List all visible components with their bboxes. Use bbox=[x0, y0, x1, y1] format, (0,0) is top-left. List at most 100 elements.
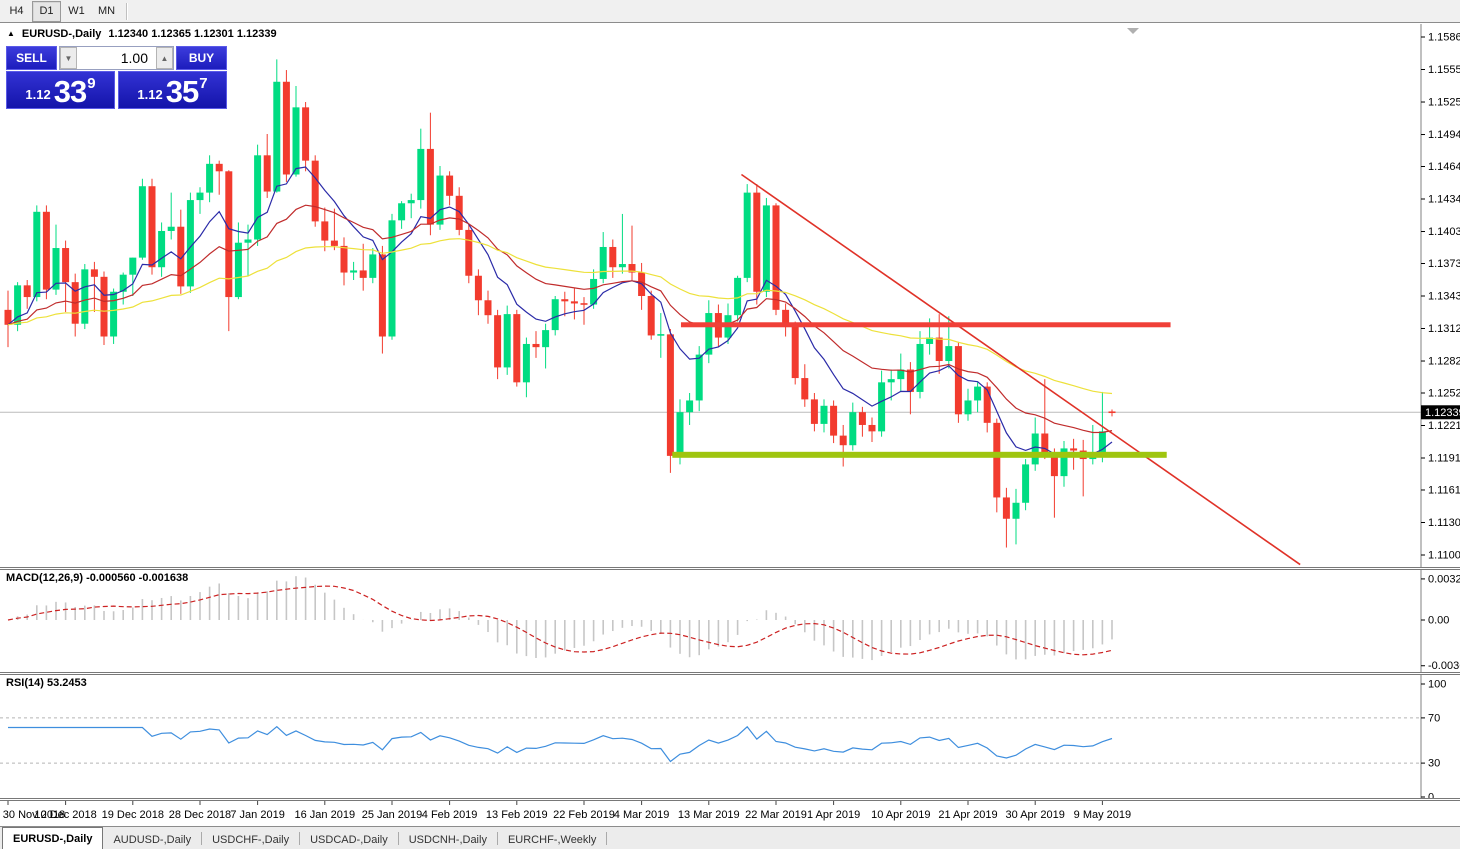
svg-text:1.14945: 1.14945 bbox=[1428, 129, 1460, 141]
macd-label: MACD(12,26,9) -0.000560 -0.001638 bbox=[6, 572, 189, 584]
svg-text:1.13735: 1.13735 bbox=[1428, 258, 1460, 270]
buy-button[interactable]: BUY bbox=[176, 46, 227, 70]
time-axis[interactable]: 30 Nov 2018 10 Dec 2018 19 Dec 2018 28 Dec … bbox=[0, 801, 1460, 826]
ma-mid-line bbox=[7, 204, 1113, 434]
tab-divider bbox=[299, 832, 301, 845]
rsi-line bbox=[8, 725, 1113, 763]
svg-text:1.12215: 1.12215 bbox=[1428, 420, 1460, 432]
chart-info-line: ▲ EURUSD-,Daily 1.12340 1.12365 1.12301 … bbox=[7, 28, 277, 40]
time-label: 4 Feb 2019 bbox=[422, 809, 478, 821]
svg-text:1.13125: 1.13125 bbox=[1428, 323, 1460, 335]
svg-text:1.15250: 1.15250 bbox=[1428, 97, 1460, 109]
collapse-panel-icon[interactable]: ▲ bbox=[7, 29, 15, 38]
resistance-line[interactable] bbox=[680, 322, 1171, 328]
tab-eurusd-daily[interactable]: EURUSD-,Daily bbox=[2, 827, 104, 849]
svg-text:1.11910: 1.11910 bbox=[1428, 453, 1460, 465]
svg-text:1.12820: 1.12820 bbox=[1428, 356, 1460, 368]
panel-divider bbox=[0, 798, 1460, 801]
macd-panel[interactable]: 0.003287 0.00 -0.003659 bbox=[0, 570, 1460, 672]
timeframe-d1-button[interactable]: D1 bbox=[32, 0, 61, 22]
price-chart[interactable]: 1.15860 1.15555 1.15250 1.14945 1.14645 1.143… bbox=[0, 24, 1460, 567]
one-click-trade-panel: SELL ▼ 1.00 ▲ BUY 1.12 33 9 1.12 35 7 bbox=[6, 46, 227, 109]
time-label: 9 May 2019 bbox=[1074, 809, 1131, 821]
symbol-tabbar: EURUSD-,Daily AUDUSD-,Daily USDCHF-,Dail… bbox=[0, 826, 1460, 849]
volume-stepper: ▼ 1.00 ▲ bbox=[59, 46, 174, 70]
buy-price-point: 7 bbox=[199, 75, 208, 92]
time-label: 13 Mar 2019 bbox=[678, 809, 740, 821]
time-label: 13 Feb 2019 bbox=[486, 809, 548, 821]
svg-text:1.11610: 1.11610 bbox=[1428, 484, 1460, 496]
time-label: 16 Jan 2019 bbox=[295, 809, 356, 821]
tab-usdcad-daily[interactable]: USDCAD-,Daily bbox=[310, 833, 388, 846]
svg-text:-0.003659: -0.003659 bbox=[1428, 660, 1460, 672]
svg-text:1.12339: 1.12339 bbox=[1425, 407, 1460, 419]
svg-text:1.13430: 1.13430 bbox=[1428, 291, 1460, 303]
time-label: 30 Apr 2019 bbox=[1006, 809, 1065, 821]
svg-text:1.14340: 1.14340 bbox=[1428, 194, 1460, 206]
rsi-label: RSI(14) 53.2453 bbox=[6, 677, 87, 689]
chart-ohlc-values: 1.12340 1.12365 1.12301 1.12339 bbox=[108, 28, 277, 40]
svg-text:0.003287: 0.003287 bbox=[1428, 573, 1460, 585]
toolbar-divider bbox=[126, 2, 128, 20]
descending-trendline[interactable] bbox=[740, 173, 1301, 566]
current-price-tag bbox=[1421, 405, 1460, 420]
time-label: 28 Dec 2018 bbox=[169, 809, 231, 821]
sell-button[interactable]: SELL bbox=[6, 46, 57, 70]
panel-divider[interactable] bbox=[0, 567, 1460, 570]
time-label: 10 Apr 2019 bbox=[871, 809, 930, 821]
chart-shift-marker-icon[interactable] bbox=[1127, 28, 1139, 34]
tab-usdchf-daily[interactable]: USDCHF-,Daily bbox=[212, 833, 290, 846]
time-label: 21 Apr 2019 bbox=[938, 809, 997, 821]
time-label: 10 Dec 2018 bbox=[34, 809, 96, 821]
tab-usdcnh-daily[interactable]: USDCNH-,Daily bbox=[408, 833, 487, 846]
macd-axis: 0.003287 0.00 -0.003659 bbox=[1420, 570, 1460, 672]
time-label: 7 Jan 2019 bbox=[230, 809, 284, 821]
ma-fast-line bbox=[7, 166, 1113, 455]
time-label: 1 Apr 2019 bbox=[807, 809, 860, 821]
time-label: 22 Mar 2019 bbox=[745, 809, 807, 821]
support-line[interactable] bbox=[672, 451, 1167, 458]
time-label: 30 Nov 2018 bbox=[3, 809, 65, 821]
panel-divider[interactable] bbox=[0, 672, 1460, 675]
arrow-down-icon: ▼ bbox=[64, 53, 73, 63]
sell-price-point: 9 bbox=[87, 75, 96, 92]
sell-price-pips: 33 bbox=[53, 73, 87, 109]
chart-title: EURUSD-,Daily bbox=[21, 28, 102, 40]
timeframe-toolbar: H4 D1 W1 MN bbox=[0, 0, 1460, 23]
volume-input[interactable]: 1.00 bbox=[120, 50, 148, 66]
svg-text:1.11000: 1.11000 bbox=[1428, 550, 1460, 562]
timeframe-w1-button[interactable]: W1 bbox=[68, 5, 85, 17]
svg-text:1.15555: 1.15555 bbox=[1428, 64, 1460, 76]
rsi-panel[interactable]: 100 70 30 0 bbox=[0, 675, 1460, 798]
buy-price-pips: 35 bbox=[165, 73, 199, 109]
svg-text:1.14035: 1.14035 bbox=[1428, 226, 1460, 238]
candles bbox=[4, 59, 1116, 548]
tab-divider bbox=[397, 832, 399, 845]
moving-averages bbox=[7, 166, 1113, 455]
ma-slow-line bbox=[7, 238, 1113, 395]
tab-divider bbox=[201, 832, 203, 845]
tab-audusd-daily[interactable]: AUDUSD-,Daily bbox=[113, 833, 192, 846]
timeframe-mn-button[interactable]: MN bbox=[97, 5, 116, 17]
sell-price-button[interactable]: 1.12 33 9 bbox=[6, 71, 115, 109]
svg-text:30: 30 bbox=[1428, 758, 1440, 770]
macd-signal-line bbox=[7, 585, 1113, 656]
time-label: 4 Mar 2019 bbox=[614, 809, 670, 821]
volume-down-button[interactable]: ▼ bbox=[60, 47, 77, 69]
arrow-up-icon: ▲ bbox=[160, 53, 169, 63]
rsi-axis: 100 70 30 0 bbox=[1420, 675, 1446, 799]
timeframe-h4-button[interactable]: H4 bbox=[9, 5, 24, 17]
svg-text:1.11305: 1.11305 bbox=[1428, 517, 1460, 529]
volume-up-button[interactable]: ▲ bbox=[156, 47, 173, 69]
svg-text:1.14645: 1.14645 bbox=[1428, 161, 1460, 173]
svg-text:0: 0 bbox=[1428, 792, 1434, 799]
tab-divider bbox=[606, 832, 608, 845]
tab-eurchf-weekly[interactable]: EURCHF-,Weekly bbox=[507, 833, 597, 846]
svg-text:70: 70 bbox=[1428, 712, 1440, 724]
svg-text:100: 100 bbox=[1428, 679, 1446, 691]
time-label: 19 Dec 2018 bbox=[102, 809, 164, 821]
price-axis[interactable]: 1.15860 1.15555 1.15250 1.14945 1.14645 1.143… bbox=[1420, 24, 1460, 567]
buy-price-button[interactable]: 1.12 35 7 bbox=[118, 71, 227, 109]
sell-price-prefix: 1.12 bbox=[25, 87, 51, 102]
